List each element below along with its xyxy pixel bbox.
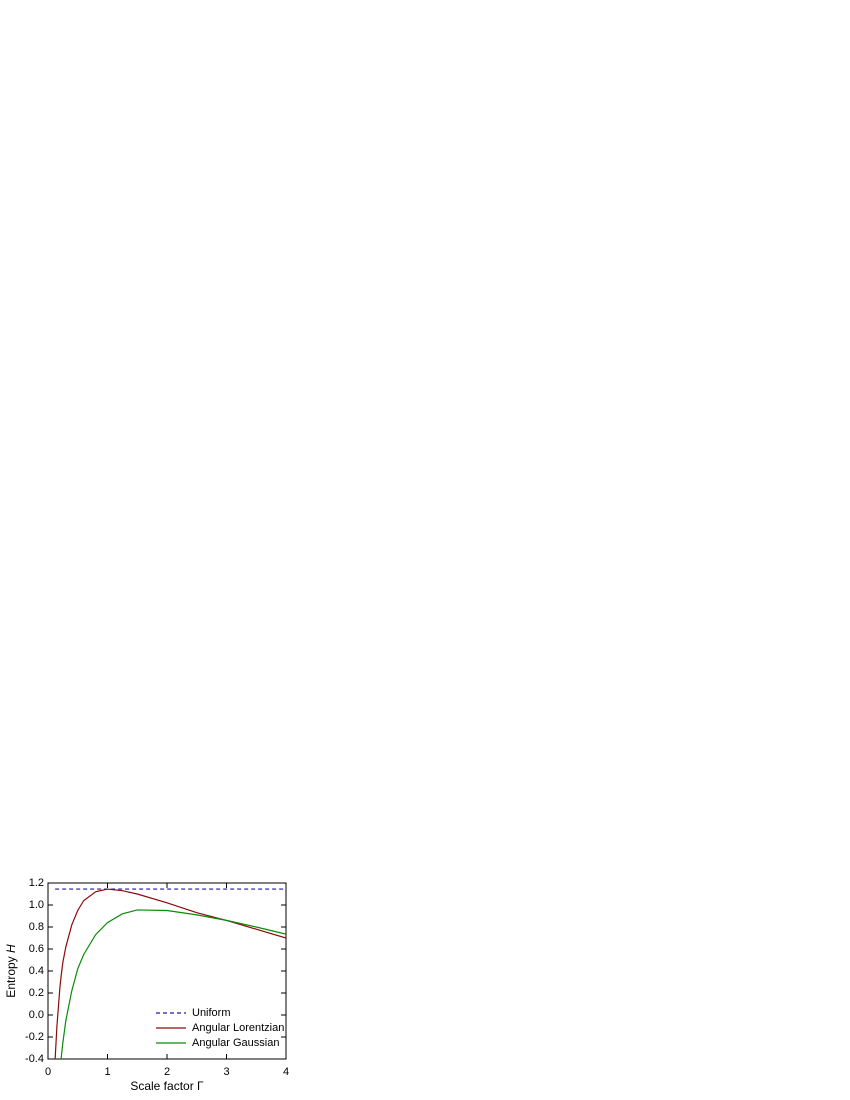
x-axis-label-text: Scale factor [130, 1079, 193, 1093]
y-axis-symbol: H [4, 944, 18, 953]
plot-lines [54, 888, 286, 1059]
series-line [54, 888, 286, 1059]
y-axis-label-text: Entropy [4, 956, 18, 997]
y-tick-label: 1.0 [29, 899, 44, 911]
y-tick-label: 0.6 [29, 943, 44, 955]
x-tick-label: 2 [164, 1066, 170, 1078]
y-tick-label: -0.2 [25, 1031, 44, 1043]
y-tick-label: 0.8 [29, 921, 44, 933]
y-axis-label: Entropy H [4, 944, 18, 998]
y-tick-label: -0.4 [25, 1053, 44, 1065]
y-tick-label: 0.4 [29, 965, 44, 977]
x-axis-symbol: Γ [197, 1079, 204, 1093]
legend-label: Angular Lorentzian [192, 1022, 284, 1034]
series-line [60, 909, 286, 1059]
x-tick-label: 4 [283, 1066, 289, 1078]
legend-label: Uniform [192, 1007, 231, 1019]
y-tick-label: 0.2 [29, 987, 44, 999]
x-tick-label: 3 [223, 1066, 229, 1078]
x-tick-label: 0 [45, 1066, 51, 1078]
x-tick-label: 1 [104, 1066, 110, 1078]
y-tick-label: 0.0 [29, 1009, 44, 1021]
y-tick-label: 1.2 [29, 877, 44, 889]
legend-label: Angular Gaussian [192, 1037, 279, 1049]
x-axis-label: Scale factor Γ [130, 1079, 204, 1093]
